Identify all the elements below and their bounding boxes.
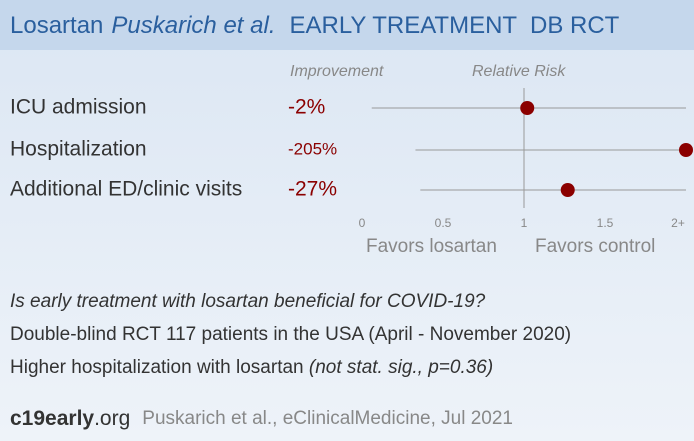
point-estimate bbox=[520, 101, 535, 115]
favors-right: Favors control bbox=[535, 236, 655, 257]
design: Double-blind RCT 117 patients in the USA… bbox=[10, 324, 571, 345]
improvement-label: -2% bbox=[288, 96, 325, 119]
row-label: ICU admission bbox=[10, 96, 147, 119]
col-header: Relative Risk bbox=[472, 63, 566, 80]
result: Higher hospitalization with losartan (no… bbox=[10, 357, 493, 378]
footer: c19early.org Puskarich et al., eClinicalM… bbox=[10, 407, 513, 430]
improvement-label: -205% bbox=[288, 139, 337, 158]
forest-plot: 0 0.5 1 1.5 2+ ICU admission -2% Hospitalizatio… bbox=[10, 88, 693, 230]
x-tick-label: 0.5 bbox=[435, 216, 452, 230]
x-tick-label: 1.5 bbox=[597, 216, 614, 230]
row-label: Hospitalization bbox=[10, 138, 147, 161]
header: Losartan Puskarich et al. EARLY TREATMENT … bbox=[10, 12, 620, 39]
header-band bbox=[0, 0, 694, 50]
question: Is early treatment with losartan benefic… bbox=[10, 291, 486, 312]
favors-left: Favors losartan bbox=[366, 236, 497, 257]
improvement-label: -27% bbox=[288, 178, 337, 201]
point-estimate bbox=[560, 183, 575, 197]
point-estimate bbox=[679, 143, 693, 157]
x-tick-label: 1 bbox=[521, 216, 528, 230]
row-label: Additional ED/clinic visits bbox=[10, 178, 242, 201]
col-header: Improvement bbox=[290, 63, 384, 80]
x-tick-label: 0 bbox=[359, 216, 366, 230]
x-tick-label: 2+ bbox=[671, 216, 685, 230]
